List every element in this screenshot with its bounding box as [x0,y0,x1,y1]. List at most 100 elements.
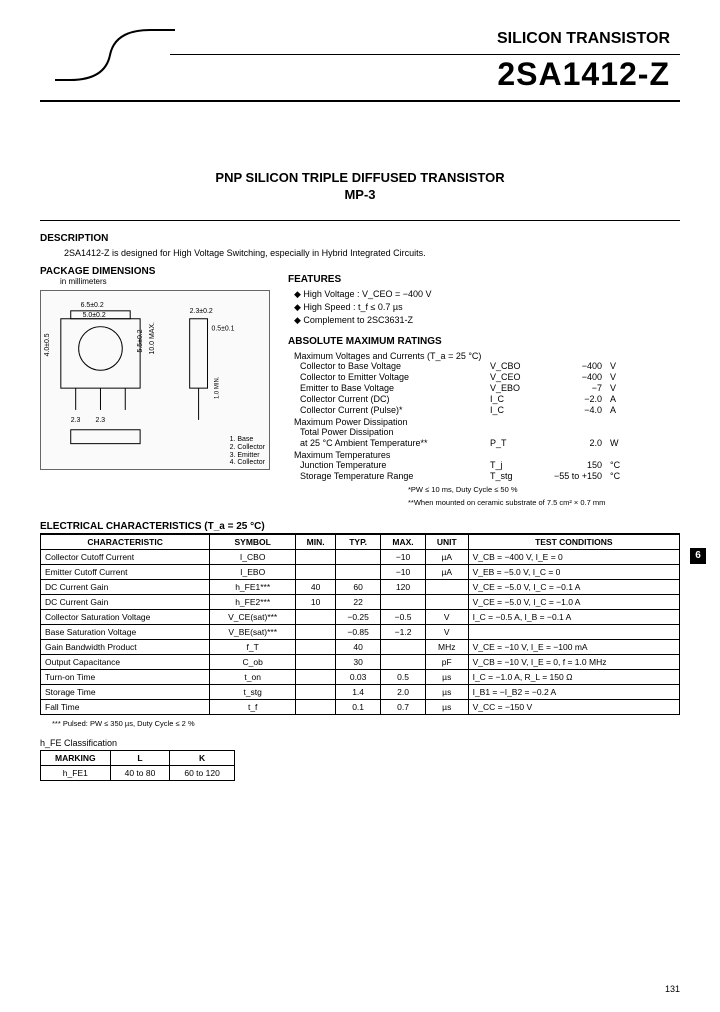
hfe-col: K [170,751,234,766]
elec-col: UNIT [425,535,468,550]
elec-cell: 1.4 [336,685,381,700]
elec-cell: I_C = −1.0 A, R_L = 150 Ω [468,670,679,685]
amr-heading: ABSOLUTE MAXIMUM RATINGS [288,336,680,347]
elec-col: SYMBOL [210,535,296,550]
elec-cell: V_CE = −5.0 V, I_C = −0.1 A [468,580,679,595]
amr-row: at 25 °C Ambient Temperature**P_T2.0W [300,438,680,448]
hfe-cell: 40 to 80 [110,766,170,781]
hfe-cell: 60 to 120 [170,766,234,781]
elec-cell [296,655,336,670]
super-title: SILICON TRANSISTOR [497,30,670,48]
elec-cell: pF [425,655,468,670]
elec-cell: µA [425,550,468,565]
elec-cell [336,550,381,565]
elec-cell: I_B1 = −I_B2 = −0.2 A [468,685,679,700]
elec-cell [381,640,426,655]
elec-cell: V [425,610,468,625]
elec-cell [296,625,336,640]
elec-cell: −10 [381,565,426,580]
features-heading: FEATURES [288,274,680,285]
elec-cell: V_CB = −10 V, I_E = 0, f = 1.0 MHz [468,655,679,670]
elec-cell: Base Saturation Voltage [41,625,210,640]
mid-columns: PACKAGE DIMENSIONS in millimeters 6.5±0.… [40,266,680,507]
svg-text:5.5±0.2: 5.5±0.2 [137,329,144,352]
svg-text:0.5±0.1: 0.5±0.1 [211,326,234,333]
svg-text:4.0±0.5: 4.0±0.5 [44,333,51,356]
feature-item: High Speed : t_f ≤ 0.7 µs [294,302,680,313]
elec-col: TEST CONDITIONS [468,535,679,550]
elec-cell: −1.2 [381,625,426,640]
elec-cell: µs [425,700,468,715]
elec-cell: 0.5 [381,670,426,685]
elec-row: Collector Saturation VoltageV_CE(sat)***… [41,610,680,625]
elec-row: Collector Cutoff CurrentI_CBO−10µAV_CB =… [41,550,680,565]
logo-curve [50,20,180,90]
feature-item: Complement to 2SC3631-Z [294,315,680,326]
elec-cell [296,640,336,655]
elec-cell: C_ob [210,655,296,670]
header-rule-2 [40,100,680,102]
elec-cell: V_CB = −400 V, I_E = 0 [468,550,679,565]
elec-cell: Storage Time [41,685,210,700]
elec-cell: µA [425,565,468,580]
elec-cell: V_CE = −5.0 V, I_C = −1.0 A [468,595,679,610]
section-tab: 6 [690,548,706,564]
elec-cell: −10 [381,550,426,565]
elec-cell: DC Current Gain [41,580,210,595]
amr-sub3: Maximum Temperatures [294,450,680,460]
amr-sub2: Maximum Power Dissipation [294,417,680,427]
elec-row: Fall Timet_f0.10.7µsV_CC = −150 V [41,700,680,715]
elec-cell [296,685,336,700]
elec-cell: µs [425,685,468,700]
elec-col: CHARACTERISTIC [41,535,210,550]
elec-cell: I_C = −0.5 A, I_B = −0.1 A [468,610,679,625]
elec-row: Turn-on Timet_on0.030.5µsI_C = −1.0 A, R… [41,670,680,685]
svg-text:6.5±0.2: 6.5±0.2 [81,302,104,309]
elec-cell: 60 [336,580,381,595]
header-rule-1 [170,54,680,55]
specs-column: FEATURES High Voltage : V_CEO = −400 V H… [288,266,680,507]
elec-row: Storage Timet_stg 1.42.0µsI_B1 = −I_B2 = … [41,685,680,700]
amr-row: Emitter to Base VoltageV_EBO−7V [300,383,680,393]
elec-cell: 40 [296,580,336,595]
elec-row: Emitter Cutoff CurrentI_EBO−10µAV_EB = −… [41,565,680,580]
elec-cell: 120 [381,580,426,595]
elec-cell: −0.85 [336,625,381,640]
amr-note2: **When mounted on ceramic substrate of 7… [408,498,680,507]
elec-cell: 0.03 [336,670,381,685]
elec-cell: Collector Cutoff Current [41,550,210,565]
elec-cell: V_CE = −10 V, I_E = −100 mA [468,640,679,655]
elec-cell: t_stg [210,685,296,700]
svg-text:1.0 MIN.: 1.0 MIN. [214,376,220,399]
elec-cell: V_BE(sat)*** [210,625,296,640]
elec-cell [296,670,336,685]
elec-row: Gain Bandwidth Productf_T40MHzV_CE = −10… [41,640,680,655]
elec-cell: V_EB = −5.0 V, I_C = 0 [468,565,679,580]
elec-cell [425,580,468,595]
elec-cell: 2.0 [381,685,426,700]
main-title: 2SA1412-Z [497,56,670,93]
elec-cell: µs [425,670,468,685]
elec-heading: ELECTRICAL CHARACTERISTICS (T_a = 25 °C) [40,521,680,534]
hfe-heading: h_FE Classification [40,738,680,748]
amr-row: Collector Current (DC)I_C−2.0A [300,394,680,404]
elec-cell: 30 [336,655,381,670]
elec-cell: t_f [210,700,296,715]
amr-row: Collector Current (Pulse)*I_C−4.0A [300,405,680,415]
package-drawing: 6.5±0.2 5.0±0.2 4.0±0.5 2.3 2.3 5.5±0.2 … [40,290,270,470]
hfe-cell: h_FE1 [41,766,111,781]
elec-row: Output CapacitanceC_ob30pFV_CB = −10 V, … [41,655,680,670]
elec-cell: 0.1 [336,700,381,715]
package-sub: in millimeters [60,277,270,286]
subtitle2: MP-3 [40,187,680,202]
page-number: 131 [665,984,680,994]
elec-note: *** Pulsed: PW ≤ 350 µs, Duty Cycle ≤ 2 … [52,719,680,728]
elec-cell: −0.5 [381,610,426,625]
elec-cell [336,565,381,580]
hfe-col: MARKING [41,751,111,766]
amr-row: Collector to Emitter VoltageV_CEO−400V [300,372,680,382]
description-text: 2SA1412-Z is designed for High Voltage S… [64,248,680,258]
elec-cell: Fall Time [41,700,210,715]
elec-table: CHARACTERISTICSYMBOLMIN.TYP.MAX.UNITTEST… [40,534,680,715]
subtitle: PNP SILICON TRIPLE DIFFUSED TRANSISTOR [40,170,680,185]
